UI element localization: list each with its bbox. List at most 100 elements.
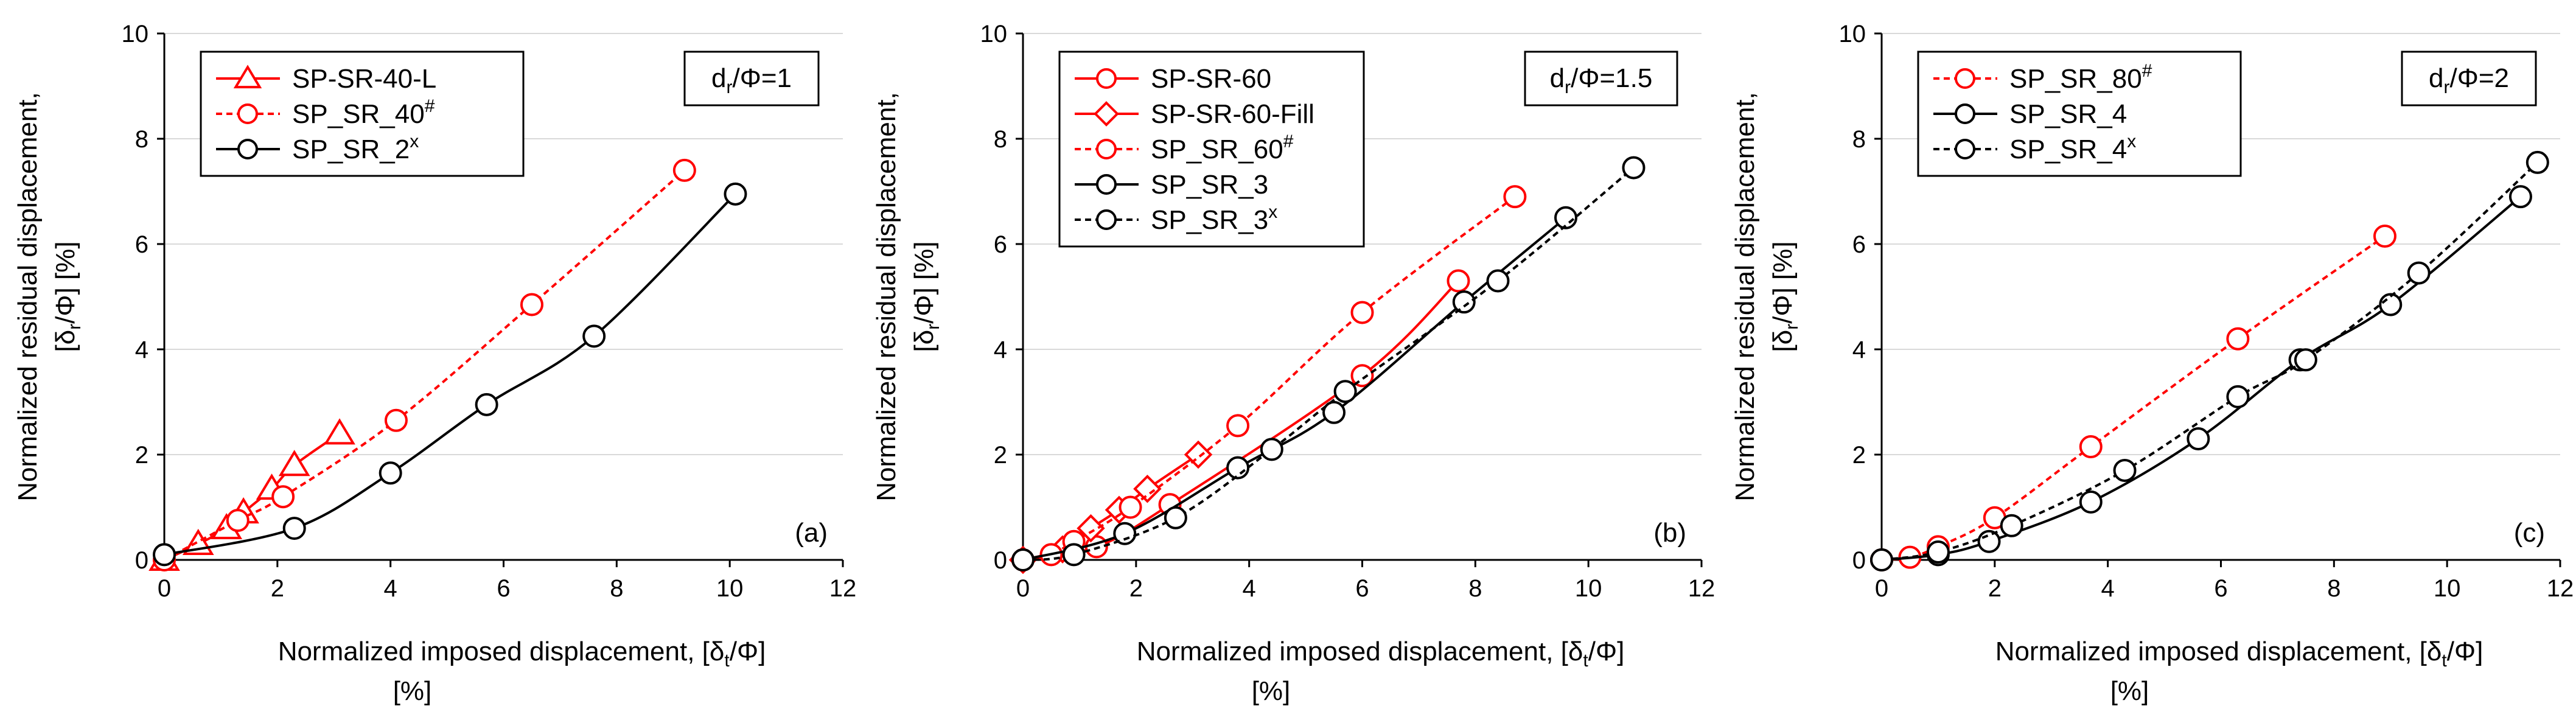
data-point [2079, 490, 2103, 514]
data-point [1870, 548, 1893, 571]
x-tick-label: 10 [2434, 575, 2461, 602]
svg-text:dr/Φ=1: dr/Φ=1 [711, 63, 792, 97]
data-point [2525, 150, 2549, 174]
data-point [1622, 156, 1646, 180]
panel-label: (c) [2514, 518, 2545, 548]
x-tick-label: 10 [1575, 575, 1602, 602]
x-tick-label: 12 [1688, 575, 1716, 602]
data-point [2407, 261, 2431, 285]
legend-entry: SP_SR_40# [292, 96, 435, 129]
data-point [1062, 543, 1086, 567]
data-point [2079, 435, 2103, 459]
x-tick-label: 2 [1129, 575, 1143, 602]
series-sp-sr-3x [1011, 156, 1646, 571]
series-line [164, 193, 736, 556]
x-tick-label: 2 [271, 575, 284, 602]
chart-panel-a: 0 2 4 6 8 10 12 0 2 4 6 8 10 Normalized imposed displ… [0, 0, 859, 723]
data-point [2373, 225, 2396, 248]
x-tick-label: 8 [610, 575, 623, 602]
legend-entry: SP_SR_3x [1151, 202, 1277, 235]
legend-entry: SP-SR-40-L [292, 64, 436, 94]
y-tick-label: 10 [122, 21, 149, 47]
ratio-annotation: dr/Φ=1.5 [1524, 51, 1678, 107]
series-sp-sr-40- [153, 158, 696, 571]
chart-svg-b: 0 2 4 6 8 10 12 0 2 4 6 8 10 Normalized imposed displ… [871, 21, 1716, 706]
x-axis-title: Normalized imposed displacement, [δt/Φ] [1995, 637, 2484, 671]
legend-entry: SP_SR_60# [1151, 131, 1294, 164]
legend-entry: SP_SR_2x [292, 131, 419, 164]
y-tick-label: 8 [994, 126, 1007, 153]
data-point [475, 393, 498, 416]
data-point [1350, 301, 1374, 324]
data-point [1350, 364, 1374, 388]
legend-marker [1096, 209, 1117, 230]
x-axis-title-unit: [%] [1252, 676, 1291, 706]
legend-entry: SP_SR_4 [2009, 99, 2127, 129]
x-tick-label: 4 [1243, 575, 1256, 602]
legend-marker [233, 65, 262, 89]
y-tick-label: 8 [135, 126, 148, 153]
x-tick-label: 4 [384, 575, 397, 602]
series-line [1881, 195, 2522, 561]
y-tick-label: 10 [1839, 21, 1866, 47]
data-point [1926, 540, 1950, 564]
y-tick-label: 6 [135, 231, 148, 258]
x-axis-title-unit: [%] [2110, 676, 2149, 706]
legend-marker [1096, 139, 1117, 159]
data-point [2379, 293, 2403, 316]
legend: SP_SR_80# SP_SR_4SP_SR_4x [1917, 51, 2242, 177]
y-axis-title-unit: [δr/Φ] [%] [1768, 241, 1802, 352]
y-tick-label: 8 [1852, 126, 1866, 153]
legend-entry: SP-SR-60 [1151, 64, 1271, 94]
data-point [1226, 456, 1250, 480]
series-line [1022, 167, 1635, 561]
legend-marker [1096, 174, 1117, 195]
legend-entry: SP-SR-60-Fill [1151, 99, 1314, 129]
y-axis-title: Normalized residual displacement, [871, 92, 901, 501]
series-sp-sr-2x [153, 182, 747, 567]
x-tick-label: 6 [1355, 575, 1369, 602]
data-point [1486, 269, 1510, 293]
data-point [1077, 514, 1105, 543]
y-tick-label: 2 [1852, 442, 1866, 469]
series-line [1881, 161, 2539, 561]
data-point [1452, 290, 1476, 314]
y-tick-label: 2 [994, 442, 1007, 469]
data-point [2508, 185, 2532, 209]
data-point [2113, 458, 2137, 482]
data-point [1226, 414, 1250, 438]
y-axis-title-unit: [δr/Φ] [%] [51, 241, 85, 352]
chart-panel-b: 0 2 4 6 8 10 12 0 2 4 6 8 10 Normalized imposed displ… [859, 0, 1717, 723]
y-tick-label: 4 [994, 337, 1007, 363]
x-tick-label: 0 [1875, 575, 1888, 602]
data-point [520, 293, 543, 316]
legend-marker [1096, 68, 1117, 89]
x-tick-label: 12 [829, 575, 857, 602]
legend: SP-SR-40-LSP_SR_40#SP_SR_2x [200, 51, 525, 177]
y-tick-label: 0 [1852, 547, 1866, 574]
y-tick-label: 4 [135, 337, 148, 363]
legend-marker [1955, 103, 1975, 124]
series-line [1022, 195, 1516, 561]
x-axis-title: Normalized imposed displacement, [δt/Φ] [1137, 637, 1625, 671]
y-axis-title: Normalized residual displacement, [13, 92, 43, 501]
x-axis-title: Normalized imposed displacement, [δt/Φ] [278, 637, 766, 671]
data-point [1011, 548, 1035, 571]
data-point [1119, 495, 1142, 519]
panel-label: (b) [1653, 518, 1686, 548]
legend-marker [1955, 139, 1975, 159]
y-tick-label: 4 [1852, 337, 1866, 363]
series-line [164, 432, 341, 561]
data-point [2226, 385, 2250, 408]
x-tick-label: 4 [2101, 575, 2115, 602]
panel-label: (a) [795, 518, 828, 548]
svg-text:dr/Φ=1.5: dr/Φ=1.5 [1550, 63, 1653, 97]
data-point [1260, 438, 1283, 461]
data-point [324, 418, 355, 445]
y-tick-label: 0 [135, 547, 148, 574]
data-point [1164, 506, 1187, 529]
x-axis-title-unit: [%] [393, 676, 432, 706]
x-tick-label: 8 [2327, 575, 2340, 602]
